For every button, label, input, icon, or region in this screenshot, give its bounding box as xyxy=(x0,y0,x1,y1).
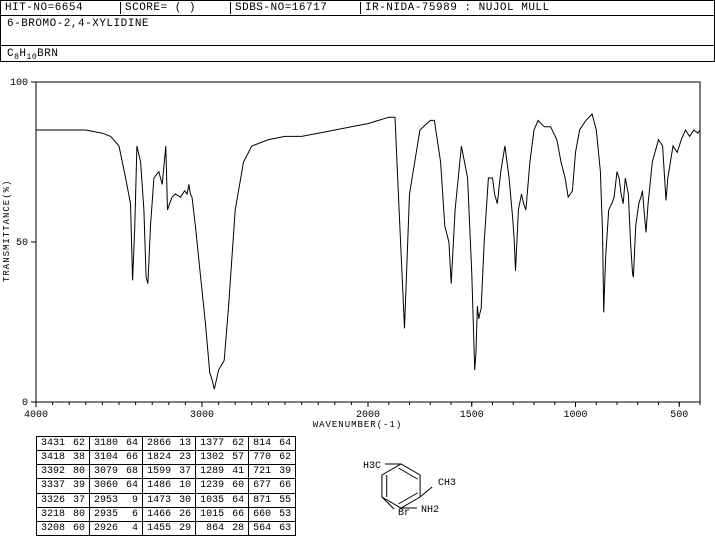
sdbs-no: SDBS-NO=16717 xyxy=(231,2,361,14)
x-axis-label: WAVENUMBER(-1) xyxy=(313,420,403,430)
peak-wn: 3418 xyxy=(37,451,70,465)
peak-t: 60 xyxy=(69,521,90,535)
peak-wn: 1302 xyxy=(196,451,229,465)
peak-wn: 564 xyxy=(249,521,276,535)
peak-t: 66 xyxy=(122,451,143,465)
score: SCORE= ( ) xyxy=(121,2,231,14)
peak-table: 3431623180642866131377628146434183831046… xyxy=(36,436,296,536)
peak-t: 80 xyxy=(69,465,90,479)
spectrum-svg: 40003000200015001000500050100 xyxy=(0,62,715,432)
svg-text:4000: 4000 xyxy=(24,410,48,421)
peak-wn: 2935 xyxy=(90,507,123,521)
peak-wn: 1455 xyxy=(143,521,176,535)
svg-text:3000: 3000 xyxy=(190,410,214,421)
peak-wn: 660 xyxy=(249,507,276,521)
peak-wn: 721 xyxy=(249,465,276,479)
svg-text:H3C: H3C xyxy=(363,461,381,472)
svg-text:100: 100 xyxy=(10,78,28,89)
peak-t: 9 xyxy=(122,493,143,507)
peak-t: 26 xyxy=(175,507,196,521)
peak-wn: 1486 xyxy=(143,479,176,493)
peak-t: 60 xyxy=(228,479,249,493)
peak-wn: 3104 xyxy=(90,451,123,465)
peak-wn: 1015 xyxy=(196,507,229,521)
ir-spectrum-chart: 40003000200015001000500050100 TRANSMITTA… xyxy=(0,62,715,432)
peak-wn: 3326 xyxy=(37,493,70,507)
peak-t: 38 xyxy=(69,451,90,465)
peak-wn: 1824 xyxy=(143,451,176,465)
peak-wn: 814 xyxy=(249,437,276,451)
peak-wn: 3060 xyxy=(90,479,123,493)
peak-t: 66 xyxy=(228,507,249,521)
peak-t: 64 xyxy=(275,437,296,451)
peak-t: 66 xyxy=(275,479,296,493)
peak-t: 57 xyxy=(228,451,249,465)
peak-wn: 1473 xyxy=(143,493,176,507)
peak-t: 53 xyxy=(275,507,296,521)
peak-wn: 1466 xyxy=(143,507,176,521)
svg-text:Br: Br xyxy=(398,508,410,519)
peak-wn: 1377 xyxy=(196,437,229,451)
svg-text:CH3: CH3 xyxy=(438,478,456,489)
peak-t: 62 xyxy=(228,437,249,451)
peak-t: 13 xyxy=(175,437,196,451)
bottom-area: 3431623180642866131377628146434183831046… xyxy=(0,432,715,536)
header-row: HIT-NO=6654 SCORE= ( ) SDBS-NO=16717 IR-… xyxy=(0,0,715,16)
peak-t: 64 xyxy=(228,493,249,507)
y-axis-label: TRANSMITTANCE(%) xyxy=(2,180,12,282)
peak-t: 6 xyxy=(122,507,143,521)
peak-wn: 3180 xyxy=(90,437,123,451)
peak-wn: 2866 xyxy=(143,437,176,451)
svg-text:1000: 1000 xyxy=(563,410,587,421)
peak-wn: 871 xyxy=(249,493,276,507)
peak-wn: 1239 xyxy=(196,479,229,493)
peak-wn: 3392 xyxy=(37,465,70,479)
peak-wn: 770 xyxy=(249,451,276,465)
peak-t: 62 xyxy=(275,451,296,465)
svg-text:500: 500 xyxy=(670,410,688,421)
peak-t: 23 xyxy=(175,451,196,465)
peak-t: 62 xyxy=(69,437,90,451)
peak-wn: 1289 xyxy=(196,465,229,479)
peak-t: 30 xyxy=(175,493,196,507)
peak-t: 39 xyxy=(69,479,90,493)
peak-t: 4 xyxy=(122,521,143,535)
formula: C8H10BRN xyxy=(0,46,715,62)
peak-t: 37 xyxy=(175,465,196,479)
peak-wn: 864 xyxy=(196,521,229,535)
molecule-diagram: CH3 NH2 Br H3C xyxy=(326,436,496,536)
peak-wn: 3208 xyxy=(37,521,70,535)
peak-wn: 1599 xyxy=(143,465,176,479)
compound-name: 6-BROMO-2,4-XYLIDINE xyxy=(0,16,715,46)
peak-t: 64 xyxy=(122,437,143,451)
svg-text:50: 50 xyxy=(16,238,28,249)
peak-wn: 3218 xyxy=(37,507,70,521)
svg-text:NH2: NH2 xyxy=(421,505,439,516)
peak-t: 55 xyxy=(275,493,296,507)
peak-t: 39 xyxy=(275,465,296,479)
peak-t: 37 xyxy=(69,493,90,507)
peak-t: 28 xyxy=(228,521,249,535)
peak-wn: 2953 xyxy=(90,493,123,507)
ir-nida: IR-NIDA-75989 : NUJOL MULL xyxy=(361,2,714,14)
hit-no: HIT-NO=6654 xyxy=(1,2,121,14)
peak-wn: 3337 xyxy=(37,479,70,493)
peak-wn: 2926 xyxy=(90,521,123,535)
svg-text:1500: 1500 xyxy=(460,410,484,421)
peak-t: 41 xyxy=(228,465,249,479)
peak-wn: 3431 xyxy=(37,437,70,451)
peak-wn: 677 xyxy=(249,479,276,493)
peak-t: 10 xyxy=(175,479,196,493)
peak-wn: 3079 xyxy=(90,465,123,479)
svg-text:0: 0 xyxy=(22,398,28,409)
peak-t: 29 xyxy=(175,521,196,535)
peak-t: 80 xyxy=(69,507,90,521)
peak-t: 64 xyxy=(122,479,143,493)
peak-wn: 1035 xyxy=(196,493,229,507)
peak-t: 63 xyxy=(275,521,296,535)
peak-t: 68 xyxy=(122,465,143,479)
